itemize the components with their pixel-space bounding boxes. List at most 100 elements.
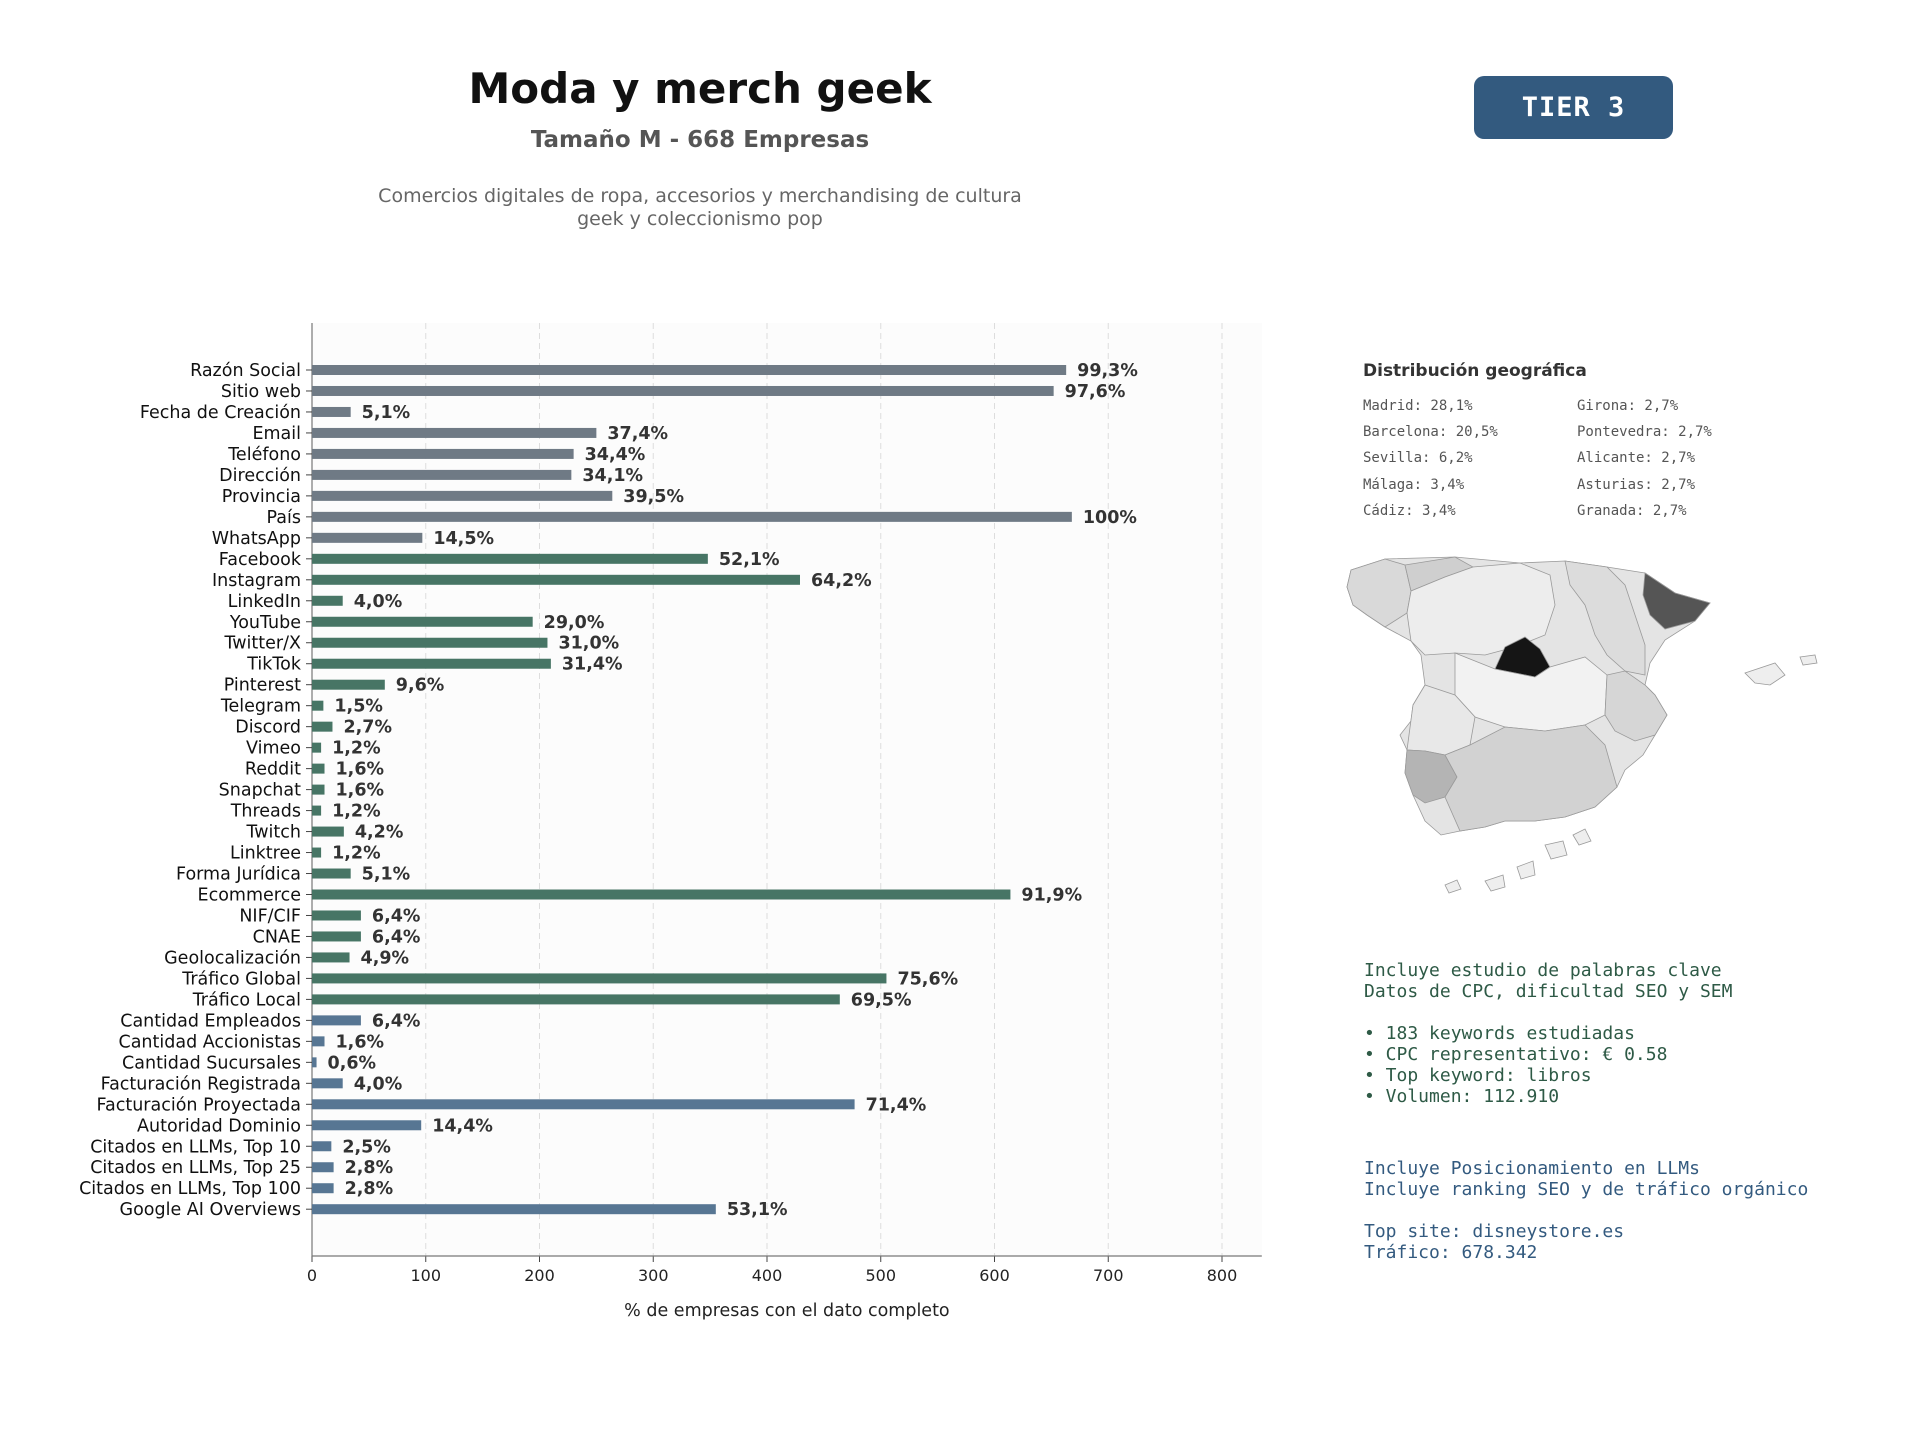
bar <box>312 1162 334 1173</box>
data-label: 34,1% <box>582 466 643 486</box>
bar <box>312 889 1011 900</box>
geo-title: Distribución geográfica <box>1363 361 1587 381</box>
bar <box>312 469 572 480</box>
y-tick-label: Citados en LLMs, Top 100 <box>79 1179 301 1199</box>
data-label: 2,8% <box>345 1158 394 1178</box>
bar <box>312 1078 343 1089</box>
keywords-bullet-1: • 183 keywords estudiadas <box>1364 1023 1635 1044</box>
data-label: 34,4% <box>585 445 646 465</box>
map-region-menorca <box>1799 654 1818 666</box>
y-tick-label: Fecha de Creación <box>140 403 301 423</box>
data-label: 5,1% <box>362 865 411 885</box>
y-tick-label: Pinterest <box>224 676 301 696</box>
y-tick-label: CNAE <box>253 927 301 947</box>
bar <box>312 952 350 963</box>
map-region-andalucia <box>1444 724 1618 832</box>
data-label: 4,2% <box>355 823 404 843</box>
geo-item: Granada: 2,7% <box>1577 503 1687 519</box>
x-tick-label: 800 <box>1207 1266 1238 1285</box>
bar <box>312 616 533 627</box>
bar <box>312 1183 334 1194</box>
data-label: 4,0% <box>354 592 403 612</box>
data-label: 14,5% <box>433 529 494 549</box>
x-tick-label: 300 <box>638 1266 669 1285</box>
page-title: Moda y merch geek <box>468 64 932 113</box>
bar <box>312 700 324 711</box>
bar <box>312 784 325 795</box>
data-label: 2,5% <box>342 1137 391 1157</box>
bar <box>312 448 574 459</box>
y-tick-label: Geolocalización <box>164 948 301 968</box>
description-line-1: Comercios digitales de ropa, accesorios … <box>378 185 1022 207</box>
data-label: 14,4% <box>432 1116 493 1136</box>
y-tick-label: NIF/CIF <box>239 906 301 926</box>
y-tick-label: Discord <box>235 718 301 738</box>
y-tick-label: Snapchat <box>219 781 301 801</box>
map-region-galicia <box>1346 558 1412 628</box>
y-tick-label: Autoridad Dominio <box>137 1116 301 1136</box>
y-tick-label: Provincia <box>222 487 301 507</box>
bar <box>312 532 423 543</box>
y-tick-label: Cantidad Accionistas <box>118 1032 301 1052</box>
y-tick-label: Instagram <box>212 571 301 591</box>
data-label: 97,6% <box>1065 382 1126 402</box>
y-tick-label: Tráfico Local <box>192 990 301 1010</box>
data-label: 1,2% <box>332 802 381 822</box>
tier-badge: TIER 3 <box>1474 76 1673 139</box>
x-tick-label: 500 <box>865 1266 896 1285</box>
data-label: 1,6% <box>336 760 385 780</box>
data-label: 2,8% <box>345 1179 394 1199</box>
y-tick-label: Razón Social <box>190 361 301 381</box>
bar <box>312 679 385 690</box>
bar <box>312 1120 422 1131</box>
bar <box>312 385 1054 396</box>
x-tick-label: 0 <box>307 1266 317 1285</box>
keywords-bullet-3: • Top keyword: libros <box>1364 1065 1592 1086</box>
bar <box>312 490 613 501</box>
data-label: 1,5% <box>334 697 383 717</box>
data-label: 71,4% <box>866 1095 927 1115</box>
y-tick-label: TikTok <box>246 655 302 675</box>
data-label: 0,6% <box>328 1053 377 1073</box>
bar <box>312 994 840 1005</box>
llm-line-4: Tráfico: 678.342 <box>1364 1242 1538 1263</box>
data-label: 37,4% <box>607 424 668 444</box>
x-tick-label: 600 <box>979 1266 1010 1285</box>
bar <box>312 931 361 942</box>
data-label: 91,9% <box>1021 886 1082 906</box>
y-tick-label: Twitter/X <box>223 634 301 654</box>
data-label: 31,0% <box>558 634 619 654</box>
data-label: 1,6% <box>336 1032 385 1052</box>
llm-line-1: Incluye Posicionamiento en LLMs <box>1364 1158 1700 1179</box>
page-subtitle: Tamaño M - 668 Empresas <box>530 127 870 153</box>
bar <box>312 595 343 606</box>
description-line-2: geek y coleccionismo pop <box>577 208 823 230</box>
data-label: 6,4% <box>372 927 421 947</box>
x-tick-label: 400 <box>752 1266 783 1285</box>
bar <box>312 1099 855 1110</box>
geo-item: Málaga: 3,4% <box>1363 477 1465 493</box>
data-label: 4,9% <box>361 948 410 968</box>
geo-item: Pontevedra: 2,7% <box>1577 424 1712 440</box>
page-description: Comercios digitales de ropa, accesorios … <box>340 185 1060 231</box>
y-tick-label: WhatsApp <box>212 529 301 549</box>
bar <box>312 574 800 585</box>
bar <box>312 1036 325 1047</box>
y-tick-label: País <box>267 508 301 528</box>
data-label: 31,4% <box>562 655 623 675</box>
geo-item: Barcelona: 20,5% <box>1363 424 1498 440</box>
data-label: 5,1% <box>362 403 411 423</box>
y-tick-label: Forma Jurídica <box>176 865 301 885</box>
spain-map <box>1346 556 1818 894</box>
bar <box>312 511 1072 522</box>
data-label: 1,6% <box>336 781 385 801</box>
data-label: 64,2% <box>811 571 872 591</box>
x-axis-label: % de empresas con el dato completo <box>624 1301 949 1321</box>
data-label: 53,1% <box>727 1200 788 1220</box>
data-label: 69,5% <box>851 990 912 1010</box>
bar <box>312 1015 361 1026</box>
y-tick-label: Dirección <box>219 466 301 486</box>
data-label: 100% <box>1083 508 1137 528</box>
geo-item: Asturias: 2,7% <box>1577 477 1696 493</box>
data-label: 52,1% <box>719 550 780 570</box>
